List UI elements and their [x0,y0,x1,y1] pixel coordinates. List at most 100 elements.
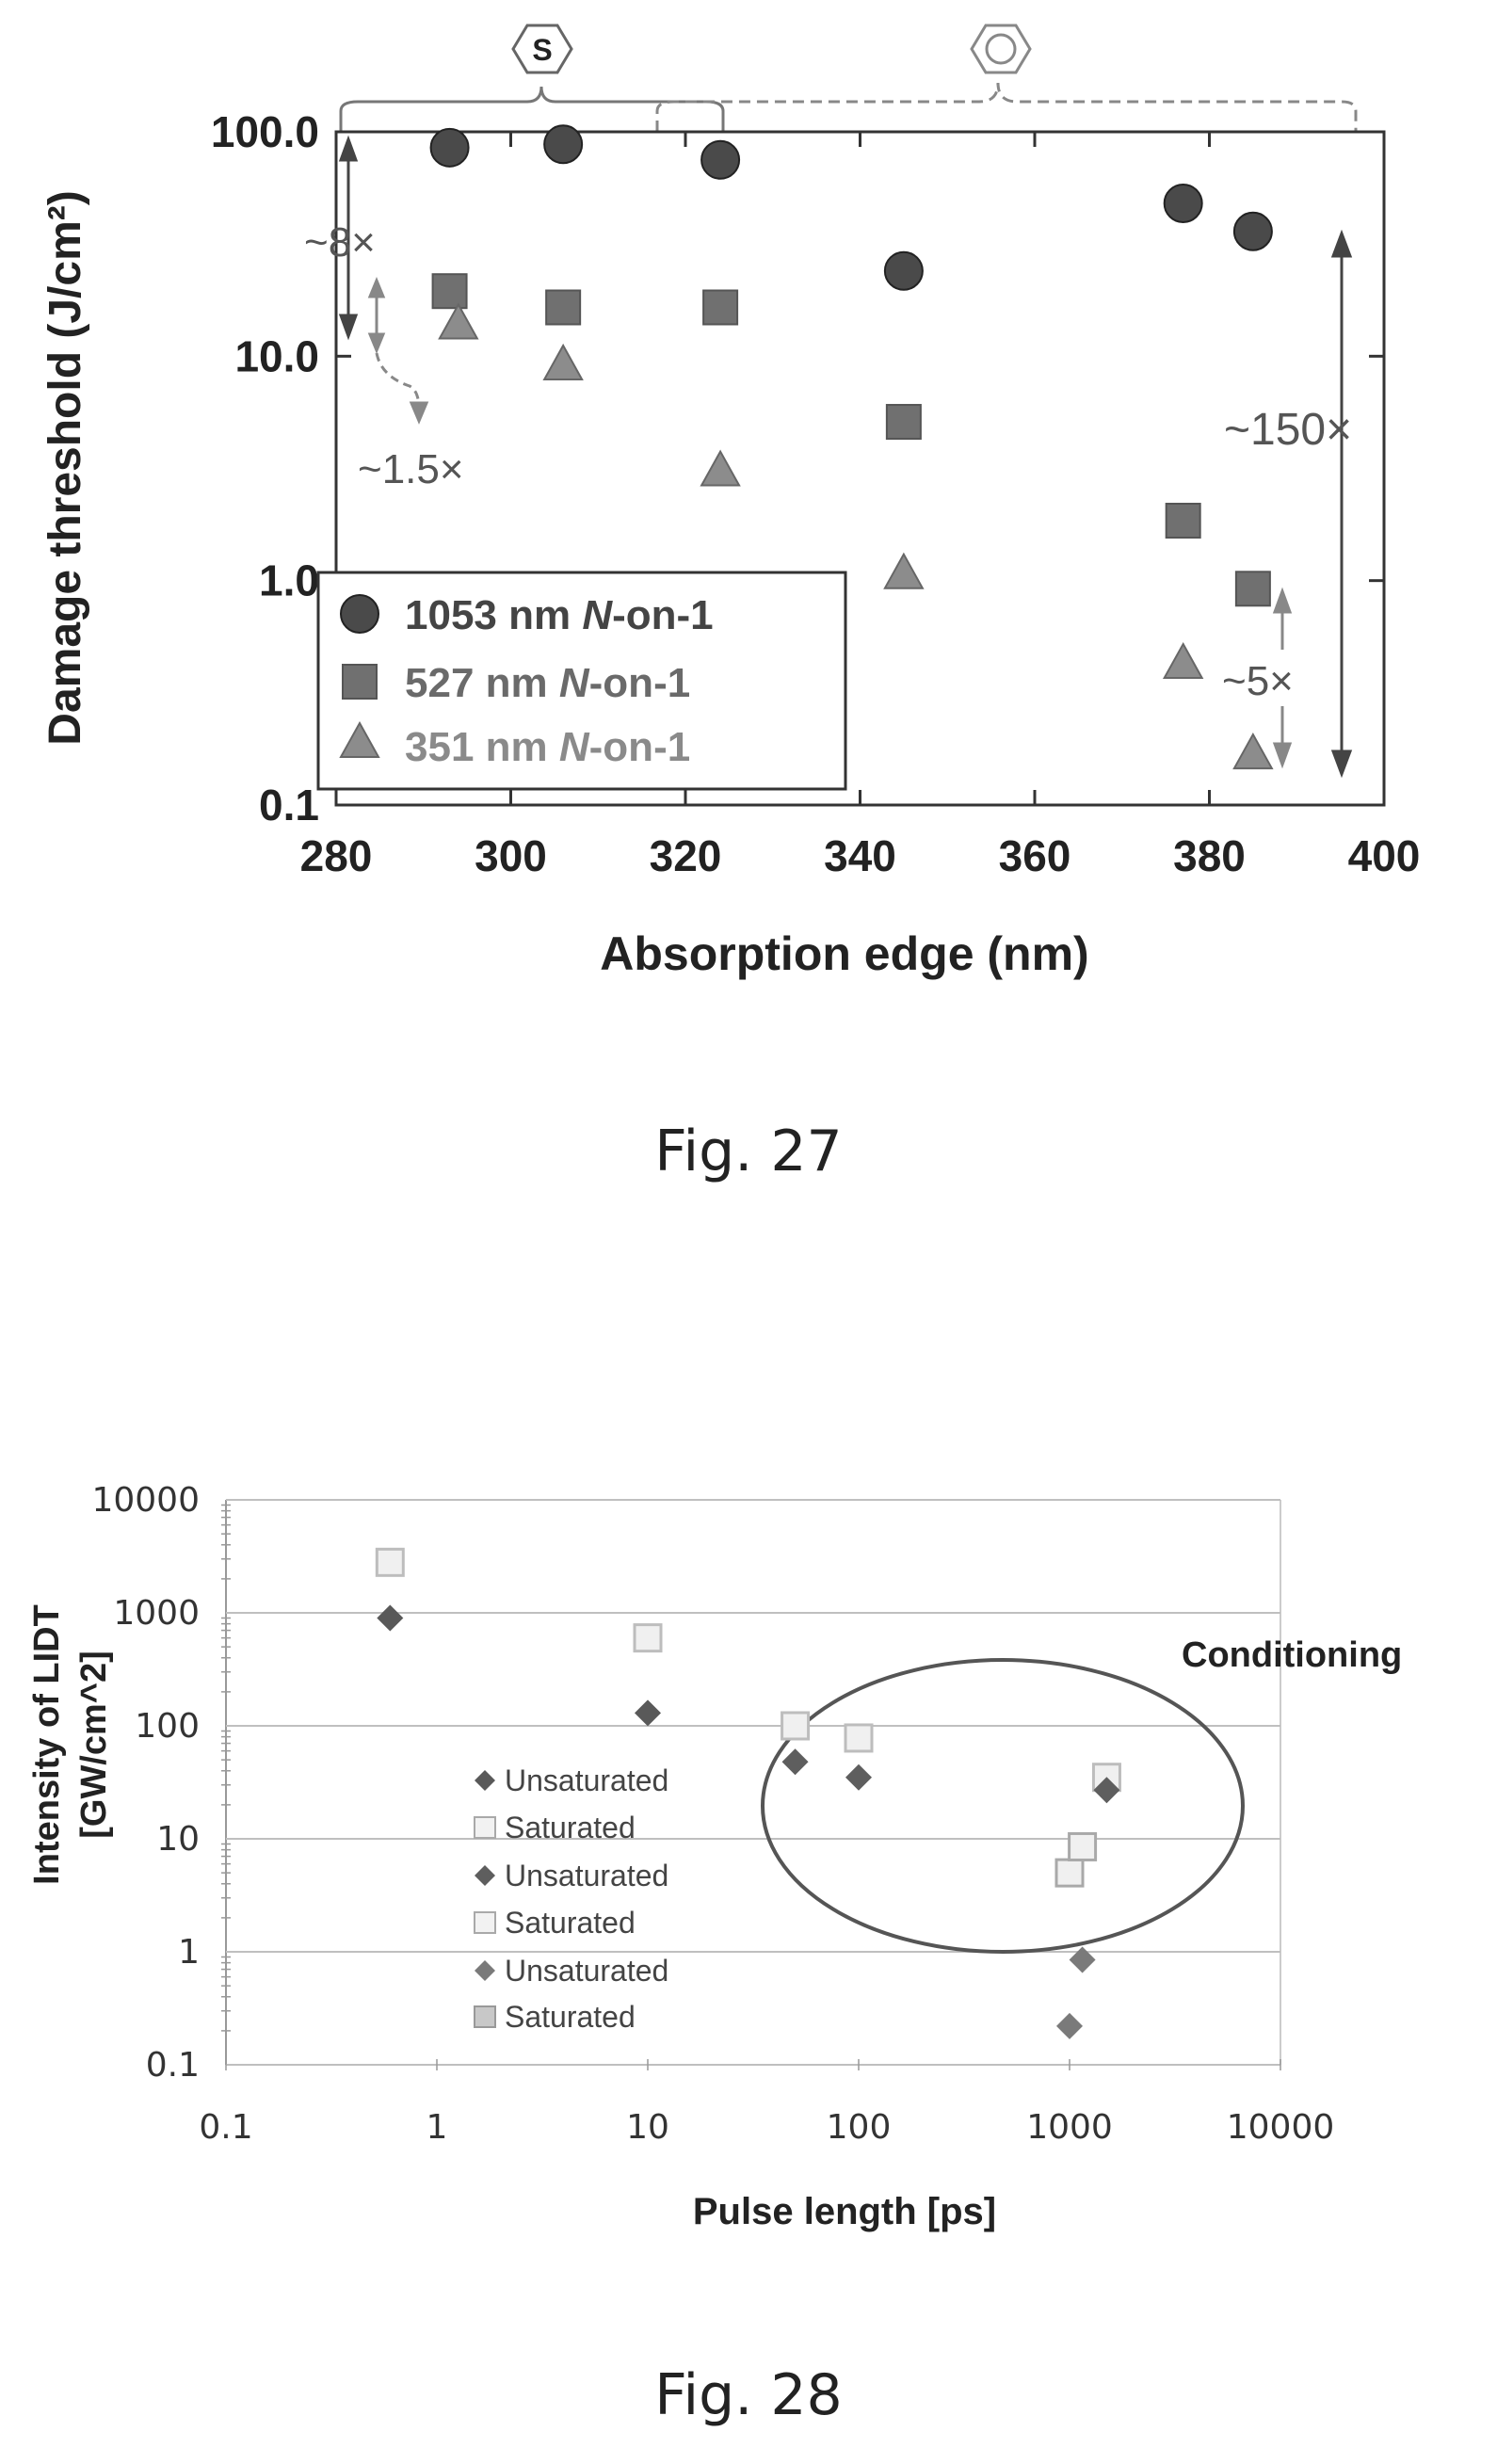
legend-label-1: Unsaturated [505,1763,668,1797]
legend-1053-label: 1053 nm N-on-1 [405,592,714,638]
fig28-data-marks [375,1547,1121,2039]
fig27-point-351nm [542,343,584,380]
fig27-point-1053nm [1232,211,1273,251]
fig27-point-1053nm [700,139,741,180]
fig27-y-tick-label: 0.1 [259,781,319,829]
legend-label-2: Saturated [505,1811,636,1844]
fig27-point-351nm [438,302,479,340]
fig27-x-tick-label: 360 [999,831,1071,880]
fig28-x-tick-label: 100 [827,2108,892,2147]
fig28-caption: Fig. 28 [654,2362,842,2428]
fig27-point-351nm [1232,733,1274,770]
annotation-8x: ~8× [304,219,376,266]
fig28-y-tick-label: 10 [156,1820,200,1859]
fig27-data-marks [429,124,1274,770]
legend-label-4: Saturated [505,1906,636,1940]
fig28-legend: Unsaturated Saturated Unsaturated Satura… [474,1763,668,2034]
fig27-y-axis-title: Damage threshold (J/cm²) [40,190,90,745]
fig27-x-tick-label: 320 [650,831,722,880]
fig28-point-saturated [1054,1858,1085,1888]
fig27-brackets: S [339,24,1358,132]
fig28-point-saturated [633,1623,663,1653]
fig27-x-tick-label: 340 [824,831,896,880]
fig27-point-1053nm [429,127,470,168]
fig27-point-1053nm [883,250,924,291]
fig27-x-axis-title: Absorption edge (nm) [600,927,1088,980]
fig27-point-527nm [545,289,582,326]
fig28-y-tick-label: 1000 [113,1594,200,1633]
fig28-point-saturated [375,1547,405,1577]
fig28-point-unsaturated [781,1748,809,1776]
fig28-y-tick-label: 100 [135,1707,200,1746]
fig28-point-saturated [844,1723,874,1753]
fig28-point-unsaturated [377,1604,404,1632]
annotation-5x: ~5× [1222,658,1294,704]
fig28-point-unsaturated [1056,2012,1083,2039]
annotation-1-5x: ~1.5× [358,446,464,492]
legend-triangle-marker [339,720,380,758]
fig28-point-unsaturated [845,1763,872,1791]
fig28-y-tick-label: 10000 [91,1481,200,1520]
legend-square-marker [342,664,378,700]
fig28-chart: 0.1 1 10 100 1000 10000 0.1 1 10 100 1000 10000 Con… [27,1481,1402,2428]
annotation-150x: ~150× [1224,405,1352,455]
fig28-y-tick-label: 1 [178,1933,200,1972]
fig27-chart: S 280 300 320 340 360 380 400 0.1 1.0 10.0 100.0 A… [40,24,1421,1184]
fig28-point-saturated [781,1711,811,1741]
legend-saturated-marker-3 [474,2005,496,2028]
legend-circle-marker [340,594,379,634]
fig27-x-tick-label: 380 [1173,831,1246,880]
fig27-point-527nm [702,289,739,326]
fig27-point-527nm [885,404,922,441]
fig27-annotation-arrows [338,135,1353,779]
bracket-left-label: S [532,33,552,67]
legend-label-3: Unsaturated [505,1859,668,1892]
legend-saturated-marker-2 [474,1911,496,1934]
legend-label-6: Saturated [505,2000,636,2034]
fig28-y-tick-label: 0.1 [146,2046,200,2085]
fig27-x-tick-label: 300 [475,831,547,880]
fig28-point-saturated [1068,1831,1098,1861]
fig28-x-tick-label: 1 [427,2108,448,2147]
fig27-point-527nm [431,273,468,310]
fig28-x-tick-label: 0.1 [199,2108,252,2147]
legend-label-5: Unsaturated [505,1954,668,1988]
fig28-x-axis-title: Pulse length [ps] [693,2191,996,2232]
thiophene-symbol-icon [511,24,573,74]
fig27-point-1053nm [543,124,584,165]
fig27-point-351nm [1162,641,1204,680]
legend-saturated-marker-1 [474,1816,496,1839]
fig28-x-tick-label: 1000 [1026,2108,1113,2147]
fig28-gridlines [225,1499,1281,2066]
fig28-point-unsaturated [1093,1777,1120,1804]
fig27-y-tick-label: 100.0 [211,107,319,156]
legend-unsaturated-marker-2 [475,1865,495,1886]
fig28-x-tick-label: 10000 [1227,2108,1335,2147]
legend-351-label: 351 nm N-on-1 [405,724,690,770]
conditioning-region-ellipse [761,1658,1245,1954]
legend-527-label: 527 nm N-on-1 [405,660,690,706]
fig28-point-unsaturated [1069,1946,1096,1973]
benzene-symbol-icon [970,24,1032,74]
fig27-axis-ticks: 280 300 320 340 360 380 400 0.1 1.0 10.0 100.0 [211,107,1421,880]
fig27-point-527nm [1234,571,1271,607]
fig27-point-1053nm [1163,183,1203,223]
fig27-point-527nm [1165,502,1201,539]
fig27-point-351nm [700,449,741,487]
fig28-axis-ticks: 0.1 1 10 100 1000 10000 0.1 1 10 100 1000 10000 [91,1481,1334,2147]
fig28-y-axis-title-line2: [GW/cm^2] [74,1651,114,1839]
fig27-y-tick-label: 1.0 [259,556,319,605]
fig27-x-tick-label: 400 [1348,831,1421,880]
fig28-point-unsaturated [635,1699,661,1727]
fig27-annotation-labels: ~8× ~1.5× ~150× ~5× [304,219,1352,704]
conditioning-label: Conditioning [1182,1635,1402,1675]
fig28-x-tick-label: 10 [626,2108,669,2147]
legend-unsaturated-marker-1 [475,1770,495,1791]
fig27-legend: 1053 nm N-on-1 527 nm N-on-1 351 nm N-on… [316,571,847,791]
fig27-y-tick-label: 10.0 [234,331,319,380]
legend-unsaturated-marker-3 [475,1960,495,1981]
fig27-point-351nm [883,552,925,589]
fig27-x-tick-label: 280 [300,831,373,880]
fig28-y-axis-title-line1: Intensity of LIDT [27,1604,67,1885]
